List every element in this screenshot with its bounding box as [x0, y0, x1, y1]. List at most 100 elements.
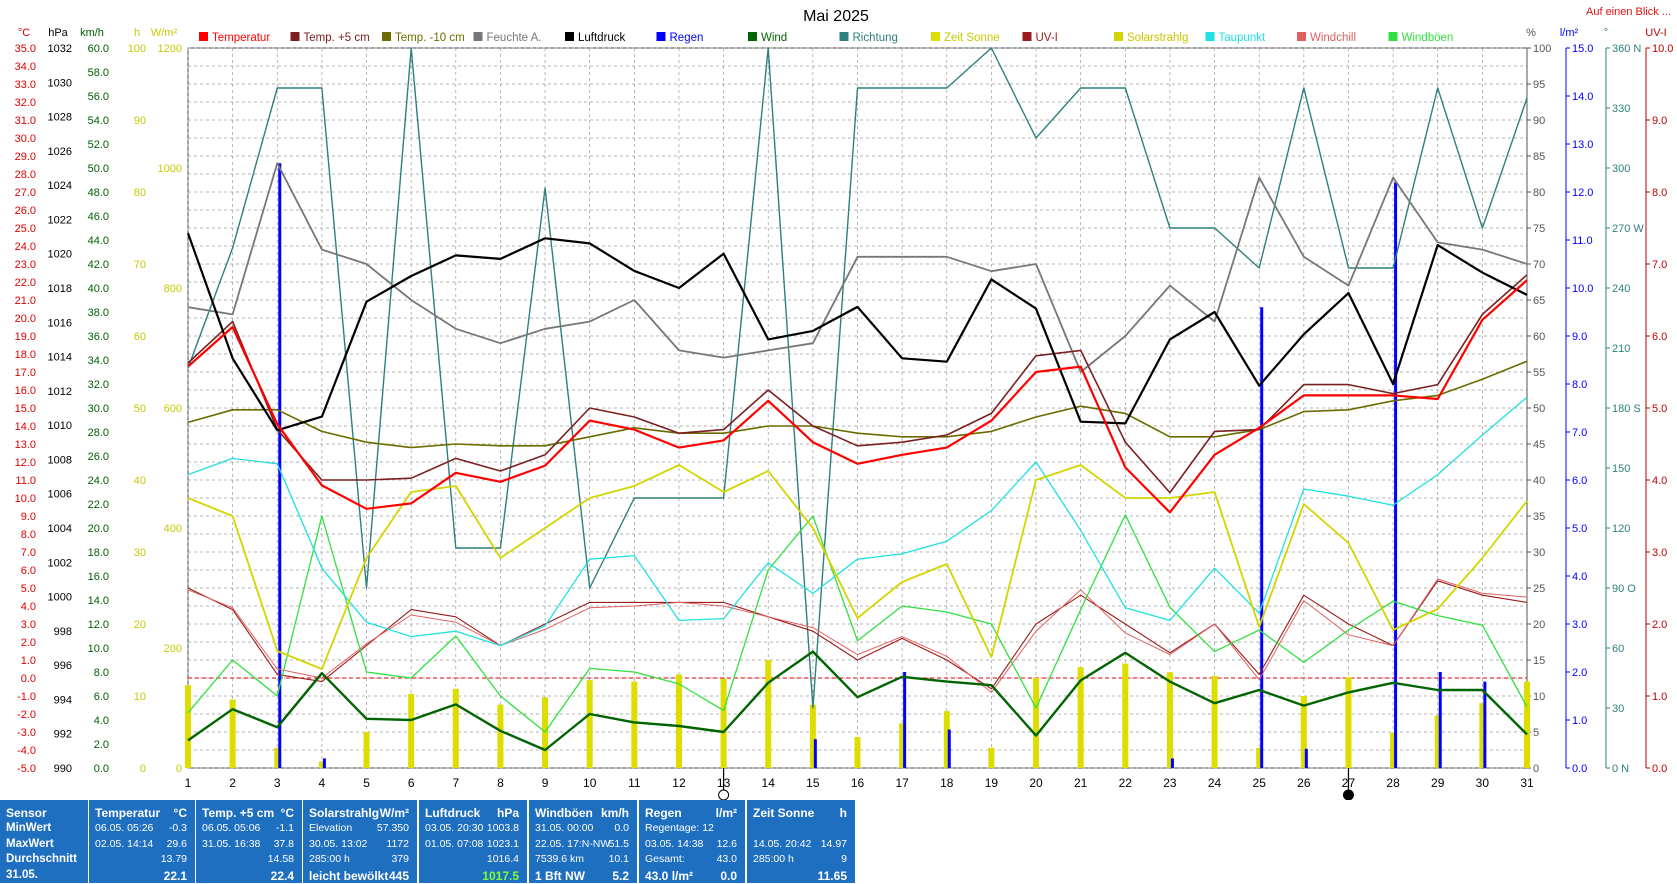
- summary-panel-unit: °C: [281, 806, 294, 820]
- axis-tick-label: 100: [1533, 43, 1551, 55]
- axis-tick-label: 14.0: [88, 595, 109, 607]
- axis-tick-label: 2.0: [1572, 667, 1587, 679]
- x-tick-label: 25: [1253, 776, 1267, 790]
- axis-tick-label: 1004: [48, 523, 72, 535]
- moon-new-icon: [1343, 790, 1353, 800]
- overview-link[interactable]: Auf einen Blick ...: [1586, 6, 1671, 18]
- axis-tick-label: 1032: [48, 43, 72, 55]
- summary-row-value: 22.1: [164, 869, 187, 883]
- axis-tick-label: 1.0: [1652, 691, 1667, 703]
- summary-row-label: 1 Bft NW: [535, 869, 585, 883]
- legend-label: Taupunkt: [1219, 32, 1266, 44]
- bar: [765, 660, 771, 768]
- summary-panel-unit: h: [840, 806, 847, 820]
- legend-swatch: [657, 32, 666, 41]
- axis-tick-label: 30.0: [15, 133, 36, 145]
- axis-tick-label: 40: [1533, 475, 1545, 487]
- axis-temp: 35.034.033.032.031.030.029.028.027.026.0…: [15, 27, 36, 775]
- summary-row-text: 31.05.: [6, 869, 38, 881]
- summary-row-label: 06.05. 05:26: [95, 822, 153, 834]
- x-tick-label: 2: [229, 776, 236, 790]
- summary-row-value: 51.5: [609, 838, 629, 850]
- axis-tick-label: 21.0: [15, 295, 36, 307]
- x-tick-label: 19: [985, 776, 999, 790]
- axis-tick-label: 4.0: [21, 601, 36, 613]
- summary-row-label: 30.05. 13:02: [309, 838, 367, 850]
- axis-tick-label: 33.0: [15, 79, 36, 91]
- bar: [1439, 672, 1442, 768]
- axis-tick-label: 22.0: [88, 499, 109, 511]
- axis-title: UV-I: [1645, 27, 1666, 39]
- x-tick-label: 30: [1476, 776, 1490, 790]
- axis-tick-label: 70: [1533, 259, 1545, 271]
- axis-tick-label: 6.0: [1572, 475, 1587, 487]
- summary-panel-title: Temperatur: [95, 806, 160, 820]
- axis-tick-label: 15.0: [15, 403, 36, 415]
- axis-tick-label: 1.0: [1572, 715, 1587, 727]
- summary-row-value: 37.8: [274, 838, 294, 850]
- x-tick-label: 24: [1208, 776, 1222, 790]
- axis-tick-label: 7.0: [1652, 259, 1667, 271]
- summary-row-value: 0.0: [614, 822, 629, 834]
- summary-row-label: Durchschnitt: [6, 853, 80, 868]
- axis-title: h: [134, 27, 140, 39]
- summary-row-text: MinWert: [6, 822, 51, 834]
- axis-tick-label: 1028: [48, 112, 72, 124]
- summary-row-label: 7539.6 km: [535, 853, 584, 865]
- summary-row-value: 11.65: [818, 869, 847, 883]
- axis-tick-label: 10.0: [1652, 43, 1673, 55]
- axis-tick-label: 75: [1533, 223, 1545, 235]
- summary-row-label: 31.05. 00:00: [535, 822, 593, 834]
- bar: [1212, 676, 1218, 768]
- summary-row: 11.65: [753, 869, 847, 884]
- axis-tick-label: 800: [164, 283, 182, 295]
- legend-label: Feuchte A.: [487, 32, 542, 44]
- axis-tick-label: 20.0: [88, 523, 109, 535]
- legend-swatch: [931, 32, 940, 41]
- legend-swatch: [565, 32, 574, 41]
- axis-tick-label: 14.0: [15, 421, 36, 433]
- axis-tick-label: 55: [1533, 367, 1545, 379]
- summary-row-value: -0.3: [169, 822, 187, 834]
- summary-row-label: Elevation: [309, 822, 352, 834]
- axis-tick-label: 1000: [158, 163, 182, 175]
- axis-tick-label: 0.0: [21, 673, 36, 685]
- summary-row-label: 22.05. 17:N-NW: [535, 838, 610, 850]
- bar: [1394, 182, 1397, 768]
- axis-tick-label: 1012: [48, 386, 72, 398]
- x-tick-label: 28: [1386, 776, 1400, 790]
- summary-row-label: 31.05. 16:38: [202, 838, 260, 850]
- legend-label: Luftdruck: [578, 32, 626, 44]
- summary-row-label: 285:00 h: [753, 853, 794, 865]
- x-tick-label: 22: [1119, 776, 1133, 790]
- summary-row-label: MaxWert: [6, 838, 80, 853]
- axis-tick-label: 1016: [48, 317, 72, 329]
- axis-tick-label: 48.0: [88, 187, 109, 199]
- x-tick-label: 1: [185, 776, 192, 790]
- axis-tick-label: 35: [1533, 511, 1545, 523]
- legend-label: Temp. +5 cm: [304, 32, 370, 44]
- axis-tick-label: 50: [1533, 403, 1545, 415]
- summary-row: 31.05. 00:00 0.0: [535, 822, 629, 837]
- legend-swatch: [474, 32, 483, 41]
- axis-tick-label: 8.0: [1652, 187, 1667, 199]
- bar: [903, 672, 906, 768]
- axis-tick-label: 11.0: [1572, 235, 1593, 247]
- axis-tick-label: 1024: [48, 180, 72, 192]
- axis-tick-label: 1020: [48, 249, 72, 261]
- x-tick-label: 14: [762, 776, 776, 790]
- bar: [1524, 682, 1530, 768]
- axis-tick-label: 25: [1533, 583, 1545, 595]
- axis-tick-label: 70: [134, 259, 146, 271]
- summary-row: 1017.5: [425, 869, 519, 884]
- axis-tick-label: -2.0: [17, 709, 36, 721]
- summary-panel-title: Solarstrahlg: [309, 806, 379, 820]
- axis-title: l/m²: [1560, 27, 1579, 39]
- bar: [676, 674, 682, 768]
- axis-tick-label: 85: [1533, 151, 1545, 163]
- axis-tick-label: 30.0: [88, 403, 109, 415]
